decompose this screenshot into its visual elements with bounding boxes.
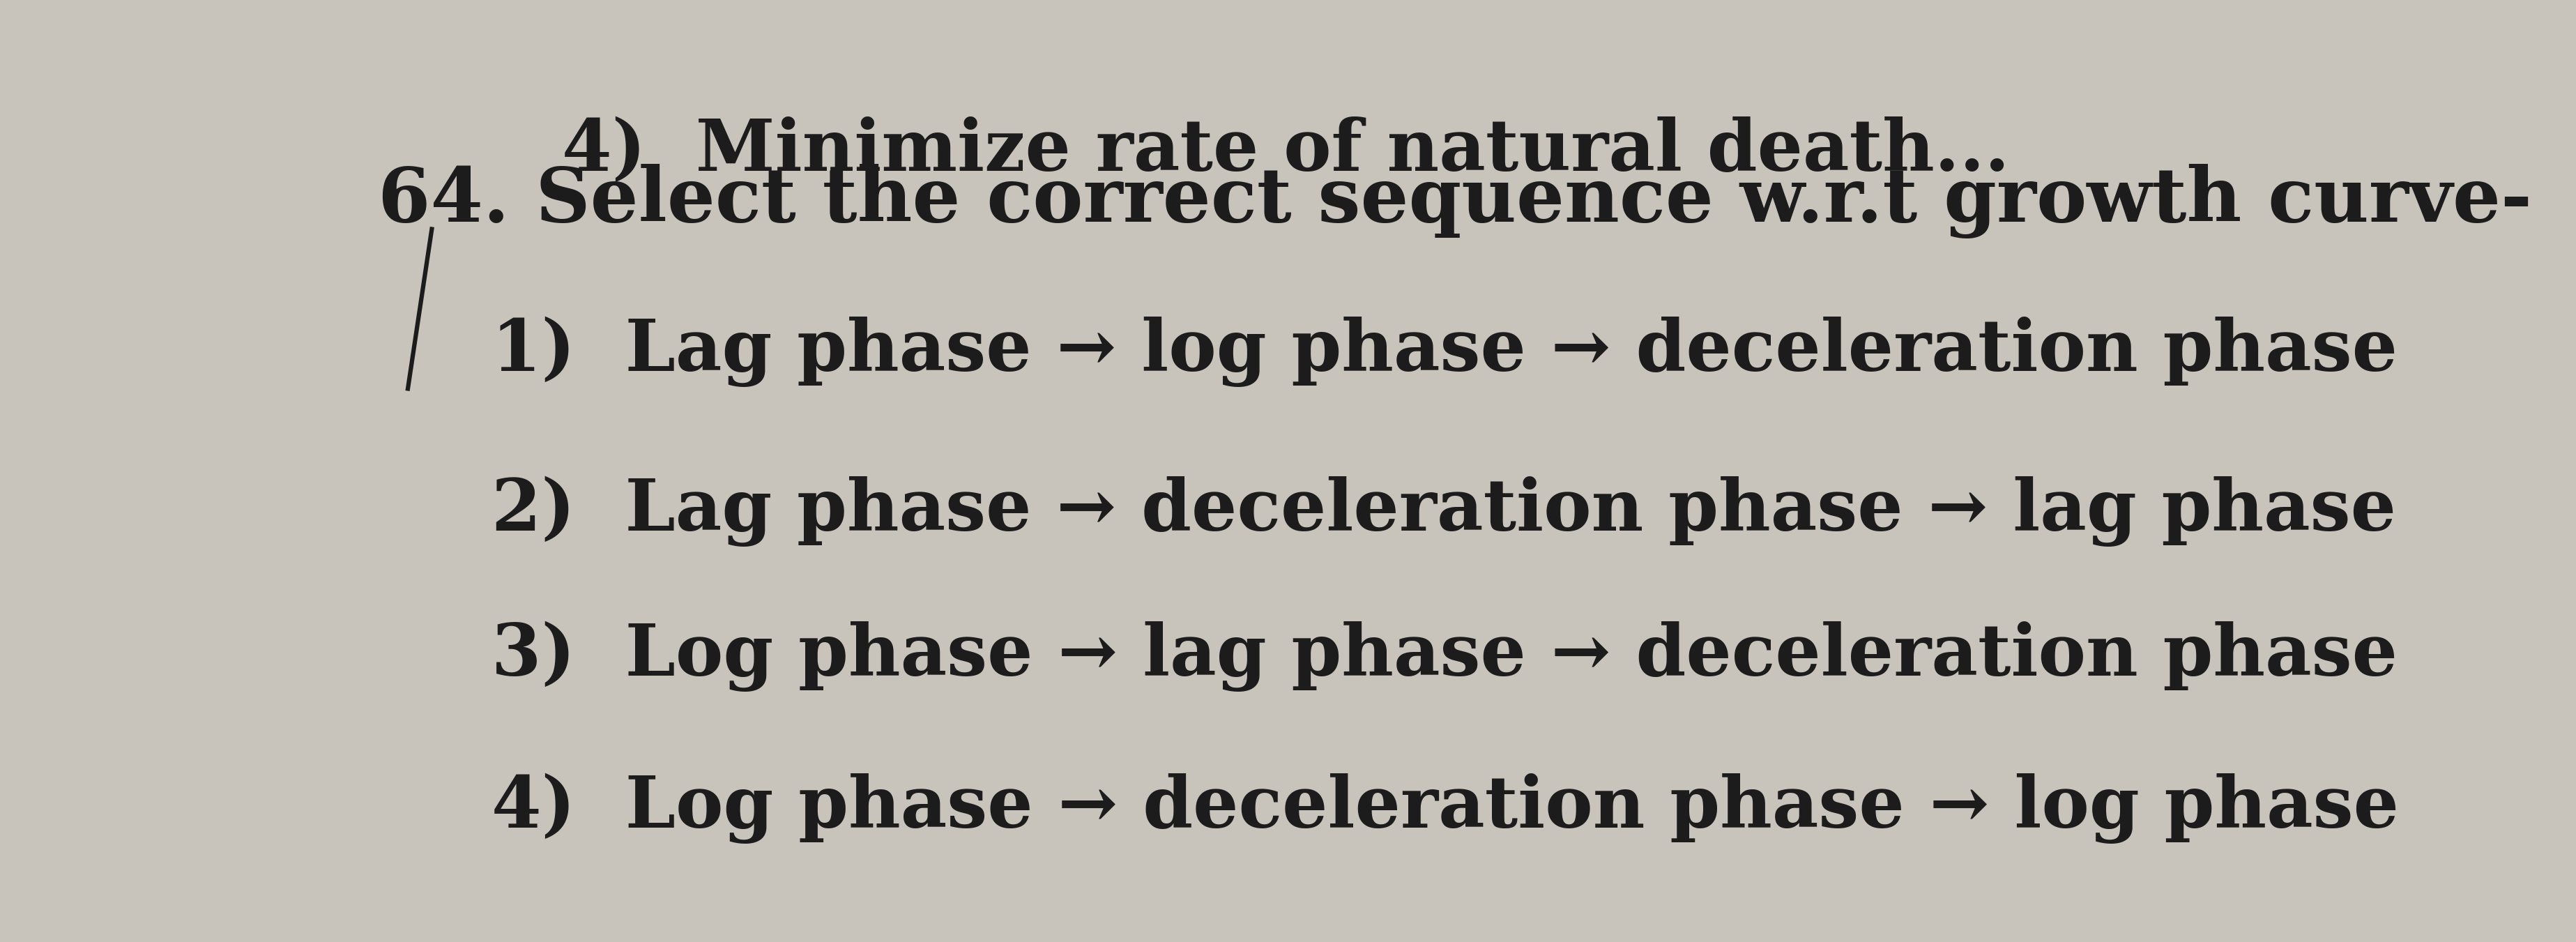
Text: 1)  Lag phase → log phase → deceleration phase: 1) Lag phase → log phase → deceleration …	[492, 317, 2398, 387]
Text: 4)  Minimize rate of natural death...: 4) Minimize rate of natural death...	[562, 117, 2009, 186]
Text: 4)  Log phase → deceleration phase → log phase: 4) Log phase → deceleration phase → log …	[492, 773, 2398, 844]
Text: 64. Select the correct sequence w.r.t growth curve-: 64. Select the correct sequence w.r.t gr…	[379, 164, 2532, 238]
Text: 3)  Log phase → lag phase → deceleration phase: 3) Log phase → lag phase → deceleration …	[492, 621, 2398, 691]
Text: 2)  Lag phase → deceleration phase → lag phase: 2) Lag phase → deceleration phase → lag …	[492, 476, 2396, 546]
